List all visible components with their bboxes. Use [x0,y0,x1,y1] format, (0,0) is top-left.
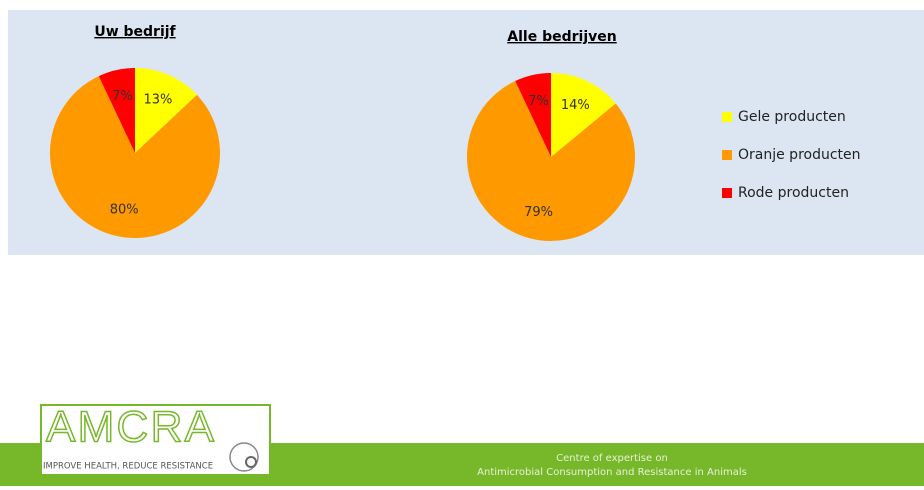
pie-slice [467,80,635,242]
data-label: 80% [110,202,139,217]
legend-label: Rode producten [738,185,849,201]
footer-text: Antimicrobial Consumption and Resistance… [477,467,747,478]
chart-title: Uw bedrijf [94,24,176,40]
logo-text: AMCRA [46,403,215,452]
pie-slice [49,76,221,239]
data-label: 14% [561,98,590,113]
pie-slice [551,73,616,157]
legend-swatch [722,150,732,160]
legend-label: Oranje producten [738,147,861,163]
logo-icon [229,442,259,472]
legend-swatch [722,188,732,198]
legend-label: Gele producten [738,109,846,125]
data-label: 13% [144,92,173,107]
footer-text: Centre of expertise on [556,453,668,464]
logo-icon [245,456,257,468]
data-label: 79% [524,205,553,220]
logo-slogan: IMPROVE HEALTH, REDUCE RESISTANCE [43,462,213,472]
data-label: 7% [528,94,549,109]
pie-slice [135,68,197,153]
pie-slice [98,68,135,153]
pie-slice [515,73,551,157]
data-label: 7% [112,89,133,104]
legend-swatch [722,112,732,122]
chart-title: Alle bedrijven [507,29,616,45]
